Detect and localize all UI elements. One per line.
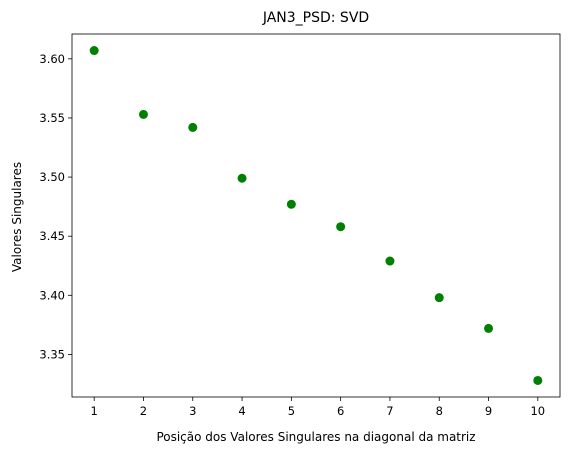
data-point (89, 46, 99, 56)
x-tick-label: 1 (91, 404, 98, 418)
x-tick-label: 10 (530, 404, 545, 418)
x-tick-label: 7 (386, 404, 393, 418)
y-tick-label: 3.60 (39, 52, 65, 66)
data-point (188, 122, 198, 132)
y-tick-label: 3.40 (39, 288, 65, 302)
y-axis-ticks: 3.35 3.40 3.45 3.50 3.55 3.60 (39, 52, 72, 361)
data-point (138, 109, 148, 119)
y-axis-label: Valores Singulares (10, 162, 24, 272)
x-tick-label: 4 (238, 404, 245, 418)
data-point (336, 222, 346, 232)
x-tick-label: 2 (140, 404, 147, 418)
data-point (385, 256, 395, 266)
data-points (89, 46, 543, 385)
plot-area: 1 2 3 4 5 6 7 8 9 10 3.35 3.40 3.45 3.50 3.55 3.60 (39, 33, 561, 418)
y-tick-label: 3.35 (39, 347, 65, 361)
y-tick-label: 3.50 (39, 170, 65, 184)
y-tick-label: 3.55 (39, 111, 65, 125)
x-tick-label: 8 (436, 404, 443, 418)
x-tick-label: 3 (189, 404, 196, 418)
data-point (434, 293, 444, 303)
chart-title: JAN3_PSD: SVD (262, 10, 369, 26)
x-axis-label: Posição dos Valores Singulares na diagon… (156, 430, 475, 444)
y-tick-label: 3.45 (39, 229, 65, 243)
data-point (237, 173, 247, 183)
x-tick-label: 6 (337, 404, 344, 418)
data-point (533, 375, 543, 385)
data-point (484, 323, 494, 333)
x-tick-label: 9 (485, 404, 492, 418)
x-tick-label: 5 (288, 404, 295, 418)
x-axis-ticks: 1 2 3 4 5 6 7 8 9 10 (91, 397, 545, 418)
data-point (286, 199, 296, 209)
plot-frame (71, 33, 561, 398)
